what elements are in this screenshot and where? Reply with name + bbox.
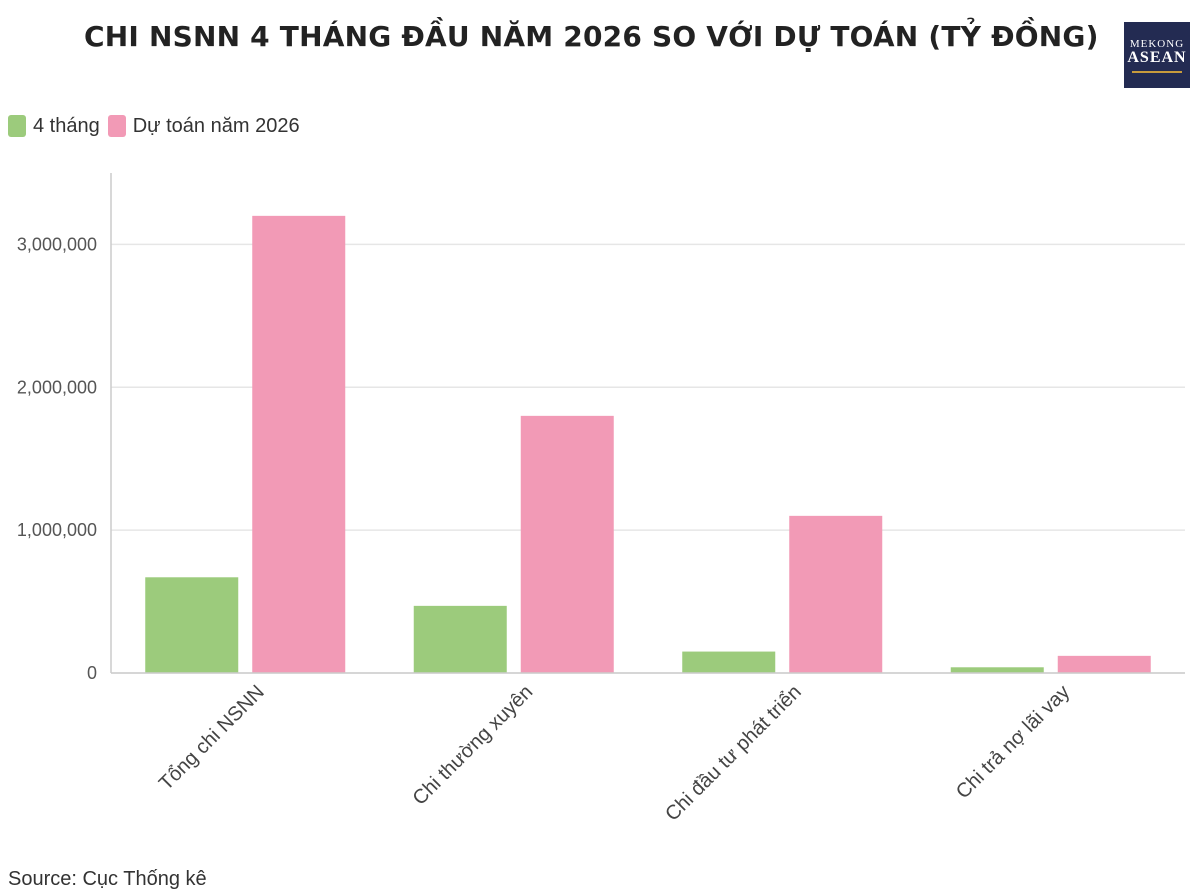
x-tick-label: Chi trả nợ lãi vay xyxy=(952,681,1074,803)
x-tick-label: Chi đầu tư phát triển xyxy=(661,681,806,826)
mekong-asean-logo: MEKONG ASEAN xyxy=(1124,22,1190,88)
bar-4-thang xyxy=(682,651,776,673)
x-tick-label: Chi thường xuyên xyxy=(409,681,538,810)
legend-item-4-thang[interactable]: 4 tháng xyxy=(8,115,100,138)
legend-label-du-toan: Dự toán năm 2026 xyxy=(132,114,300,137)
source-note: Source: Cục Thống kê xyxy=(8,868,207,890)
x-tick-label: Tổng chi NSNN xyxy=(155,681,269,795)
bar-du-toan xyxy=(789,515,883,673)
legend-label-4-thang: 4 tháng xyxy=(33,114,100,137)
logo-line-2: ASEAN xyxy=(1127,49,1187,66)
y-tick-label: 1,000,000 xyxy=(17,520,97,540)
y-tick-label: 0 xyxy=(87,663,97,683)
bar-4-thang xyxy=(950,667,1044,673)
logo-line-1: MEKONG xyxy=(1129,38,1185,50)
legend-item-du-toan[interactable]: Dự toán năm 2026 xyxy=(107,114,300,138)
legend-swatch-4-thang xyxy=(8,115,26,137)
y-tick-label: 2,000,000 xyxy=(17,377,97,397)
bar-du-toan xyxy=(1057,655,1151,673)
logo-underline xyxy=(1132,71,1182,73)
y-tick-label: 3,000,000 xyxy=(17,234,97,254)
legend-swatch-du-toan xyxy=(107,115,126,137)
bar-4-thang xyxy=(413,605,507,673)
legend: 4 tháng Dự toán năm 2026 xyxy=(8,113,308,139)
chart-title: CHI NSNN 4 THÁNG ĐẦU NĂM 2026 SO VỚI DỰ … xyxy=(84,20,1099,53)
bar-du-toan xyxy=(252,215,346,673)
bar-4-thang xyxy=(145,577,239,673)
bar-du-toan xyxy=(520,415,614,673)
